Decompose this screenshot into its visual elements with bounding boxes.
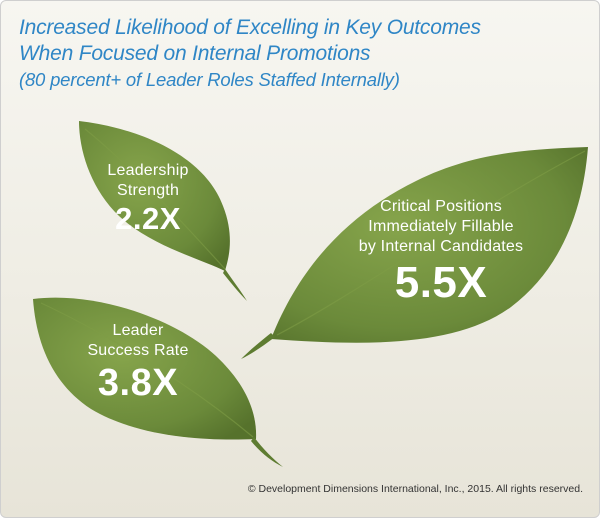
leaf-label-line: by Internal Candidates <box>358 238 524 255</box>
leaf-text-leader-success-rate: Leader Success Rate 3.8X <box>83 321 193 405</box>
title-line-1: Increased Likelihood of Excelling in Key… <box>19 16 481 39</box>
leaf-critical-positions <box>241 147 588 359</box>
copyright-notice: © Development Dimensions International, … <box>247 483 583 495</box>
leaf-label-line: Critical Positions <box>380 198 502 215</box>
leaf-label-line: Immediately Fillable <box>368 218 514 235</box>
leaf-label-line: Leader <box>112 322 164 339</box>
leaf-value: 5.5X <box>394 258 488 307</box>
leaf-label-line: Success Rate <box>87 342 189 359</box>
leaf-stem <box>223 269 247 301</box>
leaf-stem <box>251 437 283 467</box>
leaf-label-line: Strength <box>116 182 180 199</box>
leaf-leadership-strength <box>79 121 247 301</box>
leaf-stem <box>241 333 275 359</box>
title-subtitle: (80 percent+ of Leader Roles Staffed Int… <box>19 69 400 90</box>
leaf-text-leadership-strength: Leadership Strength 2.2X <box>93 161 203 237</box>
leaf-value: 2.2X <box>115 201 181 236</box>
leaf-label-line: Leadership <box>107 162 189 179</box>
leaf-leader-success-rate <box>33 297 283 467</box>
infographic-title: Increased Likelihood of Excelling in Key… <box>19 15 589 93</box>
title-line-2: When Focused on Internal Promotions <box>19 42 371 65</box>
leaf-value: 3.8X <box>97 362 179 404</box>
leaf-text-critical-positions: Critical Positions Immediately Fillable … <box>341 197 541 309</box>
